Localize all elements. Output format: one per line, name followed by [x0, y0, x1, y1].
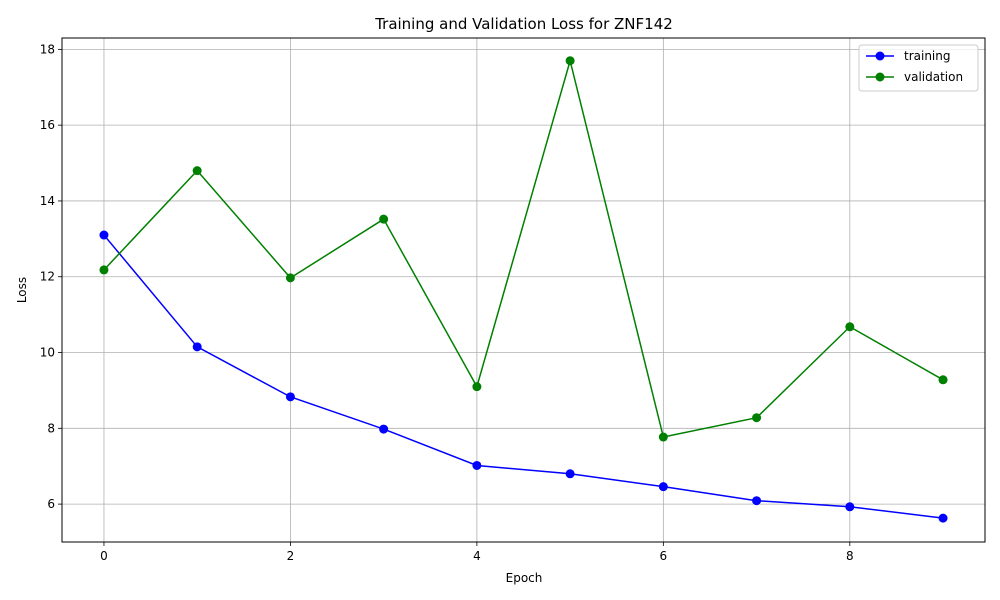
legend: training validation — [858, 44, 979, 92]
legend-label-training: training — [904, 49, 951, 63]
data-point-validation — [752, 413, 762, 423]
y-tick-label: 8 — [47, 421, 55, 435]
data-point-training — [845, 502, 855, 512]
chart-title: Training and Validation Loss for ZNF142 — [374, 15, 673, 33]
x-tick-label: 2 — [287, 549, 295, 563]
data-point-training — [938, 513, 948, 523]
x-axis-label: Epoch — [506, 571, 543, 585]
data-point-validation — [845, 322, 855, 332]
y-tick-label: 18 — [40, 42, 55, 56]
grid-lines — [62, 38, 985, 542]
y-tick-label: 16 — [40, 118, 55, 132]
data-point-training — [379, 424, 389, 434]
data-point-training — [472, 460, 482, 470]
legend-marker-training — [875, 51, 885, 61]
plot-area-frame — [61, 37, 986, 543]
data-point-training — [99, 230, 109, 240]
y-axis-label: Loss — [15, 277, 29, 303]
series-line-validation — [103, 57, 944, 438]
y-tick-label: 14 — [40, 194, 55, 208]
legend-marker-validation — [875, 72, 885, 82]
data-point-validation — [379, 214, 389, 224]
data-point-training — [285, 392, 295, 402]
data-point-validation — [472, 382, 482, 392]
legend-label-validation: validation — [904, 70, 963, 84]
data-point-validation — [565, 56, 575, 66]
data-point-training — [192, 342, 202, 352]
series-layer — [99, 56, 948, 523]
y-tick-label: 6 — [47, 497, 55, 511]
data-point-training — [752, 496, 762, 506]
y-tick-label: 10 — [40, 346, 55, 360]
data-point-validation — [99, 265, 109, 275]
data-point-validation — [658, 432, 668, 442]
axis-ticks: 0 2 4 6 8 6 8 10 12 14 16 18 — [40, 42, 854, 563]
data-point-validation — [192, 166, 202, 176]
series-line-training — [103, 234, 944, 519]
data-point-training — [658, 482, 668, 492]
x-tick-label: 4 — [473, 549, 481, 563]
data-point-validation — [938, 375, 948, 385]
data-point-training — [565, 469, 575, 479]
x-tick-label: 0 — [100, 549, 108, 563]
x-tick-label: 6 — [660, 549, 668, 563]
y-tick-label: 12 — [40, 270, 55, 284]
x-tick-label: 8 — [846, 549, 854, 563]
data-point-validation — [285, 273, 295, 283]
